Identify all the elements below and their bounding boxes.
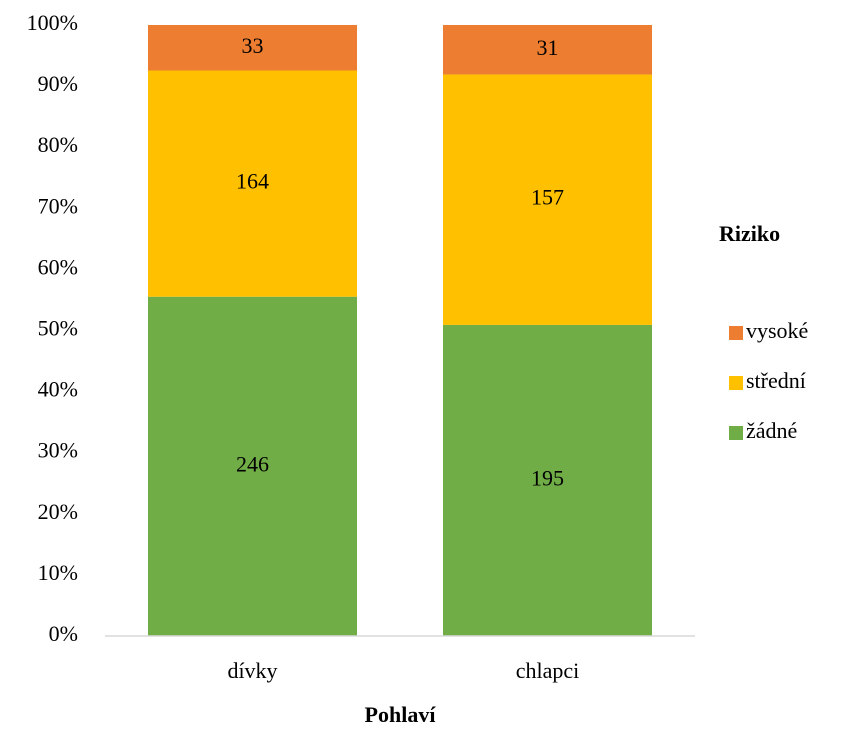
legend-swatch [729,326,743,340]
y-tick-label: 20% [38,499,78,524]
data-label: 157 [531,185,564,210]
legend-label: žádné [746,418,797,443]
x-tick-label: dívky [227,658,277,683]
legend-label: vysoké [746,318,808,343]
y-tick-label: 80% [38,132,78,157]
data-label: 195 [531,466,564,491]
data-label: 164 [236,169,269,194]
data-label: 33 [242,33,264,58]
x-tick-label: chlapci [516,658,580,683]
y-tick-label: 100% [27,10,78,35]
legend-label: střední [746,368,806,393]
x-axis-title: Pohlaví [365,702,437,727]
data-label: 246 [236,451,269,476]
legend-swatch [729,426,743,440]
y-tick-label: 0% [49,621,78,646]
y-tick-label: 30% [38,438,78,463]
y-tick-label: 60% [38,254,78,279]
bar-segment [148,25,357,71]
y-tick-label: 90% [38,71,78,96]
bar-segment [443,74,652,325]
legend-title: Riziko [719,221,780,246]
y-tick-label: 10% [38,560,78,585]
bar-segment [443,324,652,636]
data-label: 31 [537,35,559,60]
y-tick-label: 40% [38,377,78,402]
bar-segment [148,70,357,297]
bar-segment [443,25,652,75]
y-tick-label: 70% [38,193,78,218]
bar-segment [148,296,357,636]
legend-swatch [729,376,743,390]
y-tick-label: 50% [38,316,78,341]
